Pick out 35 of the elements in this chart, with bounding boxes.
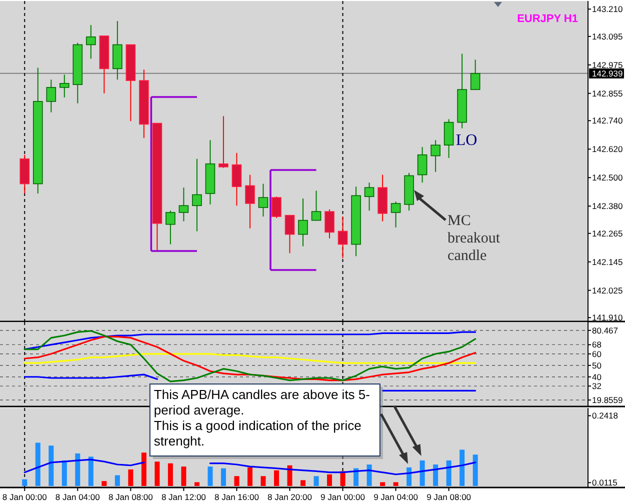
x-tick-label: 9 Jan 04:00	[374, 492, 418, 502]
y-tick-label: 142.500	[592, 172, 623, 183]
text: EURJPY H1	[517, 13, 578, 25]
y-tick-label: 60	[592, 348, 602, 359]
y-tick-label: 141.910	[592, 312, 623, 323]
y-tick-label: 143.210	[592, 4, 623, 14]
x-tick-label: 8 Jan 12:00	[161, 492, 206, 502]
y-tick-label: 0.0115	[592, 478, 618, 488]
y-tick-label: 142.740	[592, 116, 623, 126]
x-tick-label: 8 Jan 04:00	[55, 492, 100, 502]
y-tick-label: 40	[592, 372, 602, 382]
y-tick-label: 142.380	[592, 201, 623, 212]
ref-line-label: 142.939	[592, 68, 623, 78]
y-tick-label: 68	[592, 340, 602, 350]
y-tick-label: 143.095	[592, 31, 623, 42]
x-tick-label: 8 Jan 20:00	[268, 492, 312, 502]
y-tick-label: 0.2418	[592, 410, 618, 421]
annotation: MC breakout candle	[448, 213, 501, 264]
y-tick-label: 142.025	[592, 285, 623, 296]
x-tick-label: 8 Jan 08:00	[108, 492, 154, 502]
x-tick-label: 9 Jan 08:00	[426, 492, 472, 502]
y-tick-label: 50	[592, 360, 602, 370]
annotation: This APB/HA candles are above its 5-period average. This is a good indication of the price strenght.	[154, 387, 370, 448]
y-tick-label: 142.975	[592, 60, 623, 70]
x-tick-label: 9 Jan 00:00	[320, 492, 366, 502]
y-tick-label: 142.855	[592, 88, 623, 98]
annotation: LO	[456, 132, 478, 149]
y-tick-label: 80.467	[592, 325, 618, 336]
y-tick-label: 142.145	[592, 256, 623, 267]
x-tick-label: 8 Jan 16:00	[214, 492, 260, 502]
x-tick-label: 8 Jan 00:00	[2, 492, 48, 502]
y-tick-label: 142.265	[592, 228, 623, 238]
y-tick-label: 142.620	[592, 144, 623, 154]
y-tick-label: 32	[592, 381, 602, 392]
y-tick-label: 19.8559	[592, 394, 623, 405]
